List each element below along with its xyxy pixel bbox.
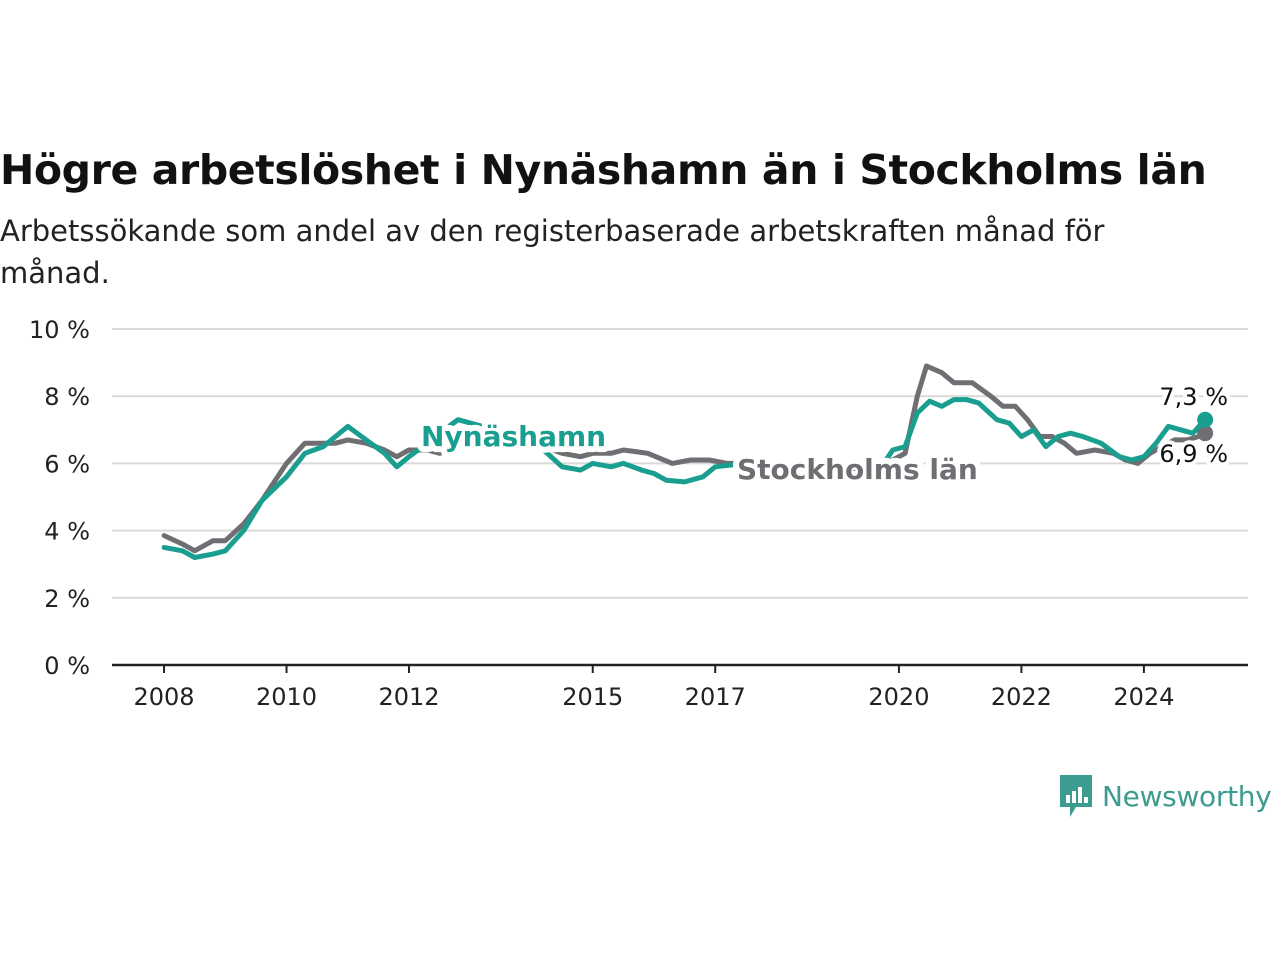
chart-subtitle: Arbetssökande som andel av den registerb…: [0, 214, 1105, 290]
x-tick-label: 2020: [868, 683, 929, 711]
series-label-halo: Nynäshamn: [421, 420, 606, 453]
x-tick-label: 2024: [1113, 683, 1174, 711]
gridlines: [112, 328, 1248, 667]
x-tick-label: 2015: [562, 683, 623, 711]
y-tick-label: 6 %: [44, 450, 90, 478]
series-end-marker-2: [1197, 411, 1214, 428]
end-value-halo: 7,3 %: [1159, 383, 1228, 411]
series-label-2: Nynäshamn: [421, 420, 606, 453]
series-label-1: Stockholms län: [737, 453, 978, 486]
end-value-label-1: 6,9 %: [1159, 440, 1228, 468]
x-tick-label: 2008: [134, 683, 195, 711]
series-line-2: [161, 397, 1208, 560]
series-line-1: [161, 363, 1208, 554]
x-tick-label: 2022: [991, 683, 1052, 711]
y-tick-label: 2 %: [44, 585, 90, 613]
series-end-marker-1: [1197, 425, 1214, 442]
y-axis-ticks: 0 % 2 % 4 % 6 % 8 % 10 %: [29, 316, 90, 680]
newsworthy-logo[interactable]: Newsworthy: [1058, 772, 1272, 820]
y-tick-label: 8 %: [44, 383, 90, 411]
end-value-halo: 6,9 %: [1159, 440, 1228, 468]
y-tick-label: 10 %: [29, 316, 90, 344]
x-tick-label: 2012: [378, 683, 439, 711]
x-axis-ticks: 2008 2010 2012 2015 2017 2020 2022 2024: [134, 665, 1174, 711]
x-tick-label: 2017: [685, 683, 746, 711]
chart-title: Högre arbetslöshet i Nynäshamn än i Stoc…: [0, 146, 1207, 194]
newsworthy-logo-icon: [1060, 775, 1092, 817]
series-label-halo: Stockholms län: [737, 453, 978, 486]
series-lines: [161, 363, 1214, 560]
brand-name: Newsworthy: [1102, 779, 1272, 813]
x-tick-label: 2010: [256, 683, 317, 711]
y-tick-label: 4 %: [44, 518, 90, 546]
y-tick-label: 0 %: [44, 652, 90, 680]
end-value-label-2: 7,3 %: [1159, 383, 1228, 411]
